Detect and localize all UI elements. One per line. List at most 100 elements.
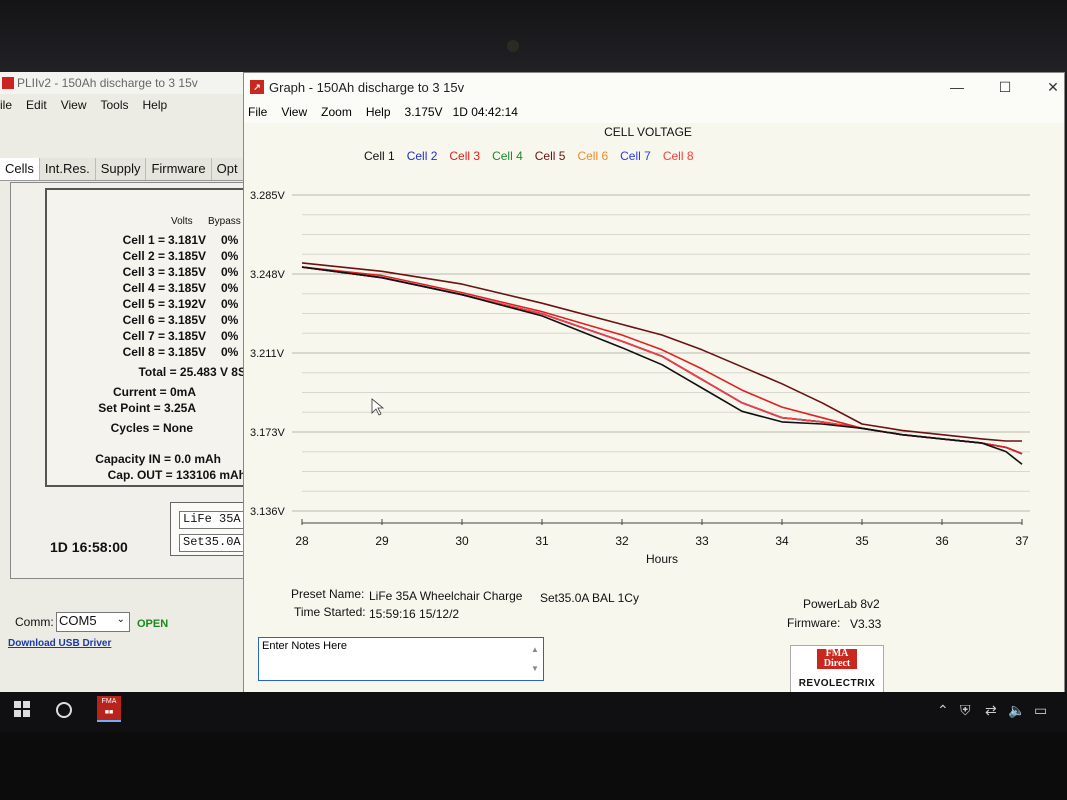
volts-header: Volts (171, 216, 193, 227)
firmware-value: V3.33 (850, 617, 882, 631)
total-voltage: Total = 25.483 V 8S (138, 365, 246, 379)
legend-cell-3: Cell 3 (449, 149, 481, 163)
menu-help[interactable]: Help (142, 98, 168, 112)
time-started-value: 15:59:16 15/12/2 (369, 607, 460, 621)
status-voltage: 3.175V (404, 105, 443, 119)
cell-bypass: 0% (221, 233, 239, 247)
fma-revolectrix-logo: FMA Direct REVOLECTRIX (790, 645, 884, 697)
powerlab-taskbar-icon[interactable]: FMA ■■ (97, 696, 121, 722)
status-time: 1D 04:42:14 (452, 105, 518, 119)
comm-port-select[interactable]: COM5 ⌄ (56, 612, 130, 632)
x-tick-label: 29 (375, 534, 389, 548)
cell-label: Cell 6 = (122, 313, 165, 327)
comm-port-value: COM5 (59, 613, 97, 628)
cell-volts: 3.185V (168, 345, 207, 359)
notes-textarea[interactable]: Enter Notes Here ▲ ▼ (258, 637, 544, 681)
graph-titlebar[interactable]: ↗ Graph - 150Ah discharge to 3 15v — ☐ ✕ (244, 73, 1064, 101)
cell-bypass: 0% (221, 281, 239, 295)
chevron-down-icon: ⌄ (116, 614, 125, 625)
series-line-cell-7 (301, 266, 1023, 455)
series-line-cell-5 (301, 262, 1022, 442)
shield-icon[interactable]: ⛨ (960, 702, 971, 718)
x-tick-label: 35 (855, 534, 869, 548)
cell-bypass: 0% (221, 345, 239, 359)
menu-file[interactable]: ile (0, 98, 13, 112)
y-tick-label: 3.136V (250, 506, 286, 518)
cell-label: Cell 7 = (122, 329, 165, 343)
graph-app-icon: ↗ (250, 80, 264, 94)
graph-menu-zoom[interactable]: Zoom (321, 105, 352, 119)
powerlab-titlebar[interactable]: PLIIv2 - 150Ah discharge to 3 15v (0, 72, 250, 94)
cortana-icon[interactable] (56, 702, 72, 718)
y-tick-label: 3.285V (250, 190, 286, 202)
tab-supply[interactable]: Supply (95, 158, 147, 180)
laptop-bezel (0, 0, 1067, 75)
legend-cell-4: Cell 4 (492, 149, 523, 163)
legend-cell-6: Cell 6 (577, 149, 609, 163)
elapsed-time: 1D 16:58:00 (50, 539, 128, 555)
volume-icon[interactable]: 🔈 (1008, 702, 1026, 718)
preset-name-field[interactable]: LiFe 35A (179, 511, 251, 529)
cycles-readout: Cycles = None (110, 421, 193, 435)
capacity-out: Cap. OUT = 133106 mAh (107, 468, 246, 482)
network-icon[interactable]: ⇄ (985, 702, 997, 718)
tab-options[interactable]: Opt (211, 158, 244, 180)
cell-bypass: 0% (221, 313, 239, 327)
y-tick-label: 3.248V (250, 269, 286, 281)
cell-volts: 3.192V (168, 297, 207, 311)
graph-menu-help[interactable]: Help (365, 105, 391, 119)
minimize-icon[interactable]: — (950, 79, 964, 95)
set-point: Set Point = 3.25A (98, 401, 196, 415)
cell-volts: 3.185V (168, 265, 207, 279)
graph-window: ↗ Graph - 150Ah discharge to 3 15v — ☐ ✕… (243, 72, 1065, 698)
cell-label: Cell 1 = (122, 233, 165, 247)
legend-cell-7: Cell 7 (620, 149, 651, 163)
menu-edit[interactable]: Edit (26, 98, 47, 112)
firmware-label: Firmware: (787, 616, 841, 630)
cell-bypass: 0% (221, 249, 239, 263)
menu-view[interactable]: View (60, 98, 87, 112)
preset-value: LiFe 35A Wheelchair Charge (369, 589, 523, 603)
menu-tools[interactable]: Tools (100, 98, 129, 112)
x-tick-label: 30 (455, 534, 469, 548)
graph-menu-file[interactable]: File (248, 105, 268, 119)
notes-placeholder: Enter Notes Here (262, 640, 347, 652)
bypass-header: Bypass (208, 216, 241, 227)
taskbar: FMA ■■ ⌃ ⛨ ⇄ 🔈 ▭ (0, 692, 1067, 732)
device-name: PowerLab 8v2 (803, 597, 880, 611)
cells-status-box (45, 188, 257, 487)
graph-menubar: File View Zoom Help 3.175V 1D 04:42:14 (244, 101, 1064, 123)
preset-mode: Set35.0A BAL 1Cy (540, 591, 639, 605)
chevron-up-icon[interactable]: ⌃ (937, 702, 949, 718)
download-usb-driver-link[interactable]: Download USB Driver (8, 638, 112, 649)
webcam (507, 40, 519, 52)
tab-int-res[interactable]: Int.Res. (39, 158, 96, 180)
app-icon (2, 77, 14, 89)
notes-scrollbar[interactable]: ▲ ▼ (531, 645, 539, 673)
close-icon[interactable]: ✕ (1047, 79, 1059, 95)
cell-volts: 3.185V (168, 313, 207, 327)
cell-label: Cell 4 = (122, 281, 165, 295)
series-line-cell-8 (301, 266, 1023, 455)
tab-firmware[interactable]: Firmware (146, 158, 212, 180)
cell-label: Cell 8 = (122, 345, 165, 359)
comm-status: OPEN (137, 618, 169, 630)
chart-title: CELL VOLTAGE (604, 125, 692, 139)
powerlab-menubar: ile Edit View Tools Help (0, 94, 250, 116)
cell-volts: 3.181V (168, 233, 207, 247)
cell-volts: 3.185V (168, 329, 207, 343)
cell-voltage-chart: 3.285V 3.248V 3.211V 3.173V 3.136V 28 29 30 31 32… (250, 190, 1030, 566)
x-tick-label: 36 (935, 534, 949, 548)
cell-volts: 3.185V (168, 249, 207, 263)
tab-cells[interactable]: Cells (0, 158, 40, 180)
graph-menu-view[interactable]: View (281, 105, 308, 119)
windows-start-icon[interactable] (14, 701, 30, 717)
preset-mode-field[interactable]: Set35.0A (179, 534, 251, 552)
powerlab-tabs: Cells Int.Res. Supply Firmware Opt (0, 158, 250, 181)
battery-icon[interactable]: ▭ (1034, 702, 1048, 718)
x-tick-label: 32 (615, 534, 629, 548)
mouse-pointer-icon (371, 398, 385, 416)
revolectrix-logo: REVOLECTRIX (798, 678, 876, 689)
legend-cell-1: Cell 1 (364, 149, 395, 163)
maximize-icon[interactable]: ☐ (998, 79, 1012, 95)
